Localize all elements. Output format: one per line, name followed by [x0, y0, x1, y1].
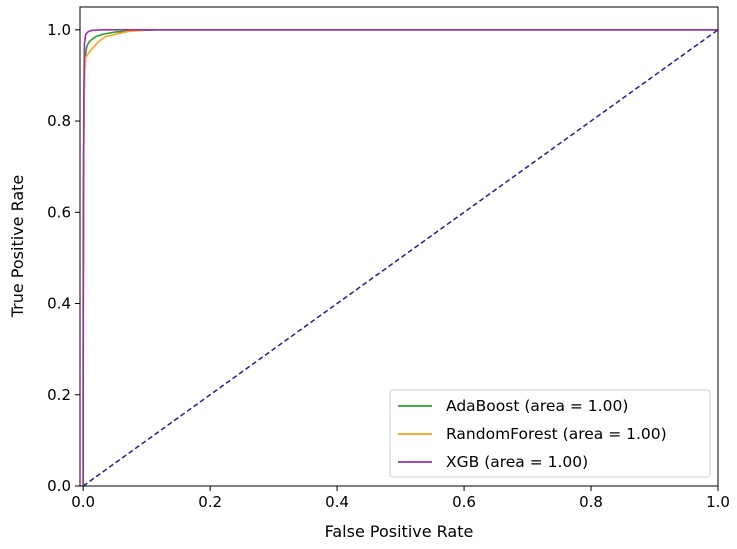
- legend-label-2: XGB (area = 1.00): [446, 453, 588, 471]
- y-tick-label: 0.4: [47, 295, 71, 313]
- plot-lines: [82, 29, 719, 487]
- x-tick-label: 0.6: [452, 493, 476, 511]
- x-tick-label: 0.0: [71, 493, 95, 511]
- x-tick-label: 0.2: [198, 493, 222, 511]
- y-axis-label: True Positive Rate: [8, 175, 27, 319]
- y-tick-label: 0.6: [47, 203, 71, 221]
- x-tick-label: 1.0: [706, 493, 730, 511]
- y-axis: 0.0 0.2 0.4 0.6 0.8 1.0: [47, 21, 80, 495]
- x-axis: 0.0 0.2 0.4 0.6 0.8 1.0: [71, 486, 730, 511]
- legend: AdaBoost (area = 1.00) RandomForest (area…: [389, 389, 711, 478]
- legend-label-1: RandomForest (area = 1.00): [446, 425, 667, 443]
- reference-diagonal-line: [82, 29, 719, 487]
- x-tick-label: 0.4: [325, 493, 349, 511]
- plot-frame: [79, 6, 719, 487]
- y-tick-label: 1.0: [47, 21, 71, 39]
- y-tick-label: 0.0: [47, 477, 71, 495]
- x-tick-label: 0.8: [579, 493, 603, 511]
- series-line-2: [82, 29, 718, 486]
- legend-label-0: AdaBoost (area = 1.00): [446, 397, 628, 415]
- legend-box: [389, 389, 711, 478]
- y-tick-label: 0.8: [47, 112, 71, 130]
- y-tick-label: 0.2: [47, 386, 71, 404]
- x-axis-label: False Positive Rate: [325, 522, 474, 541]
